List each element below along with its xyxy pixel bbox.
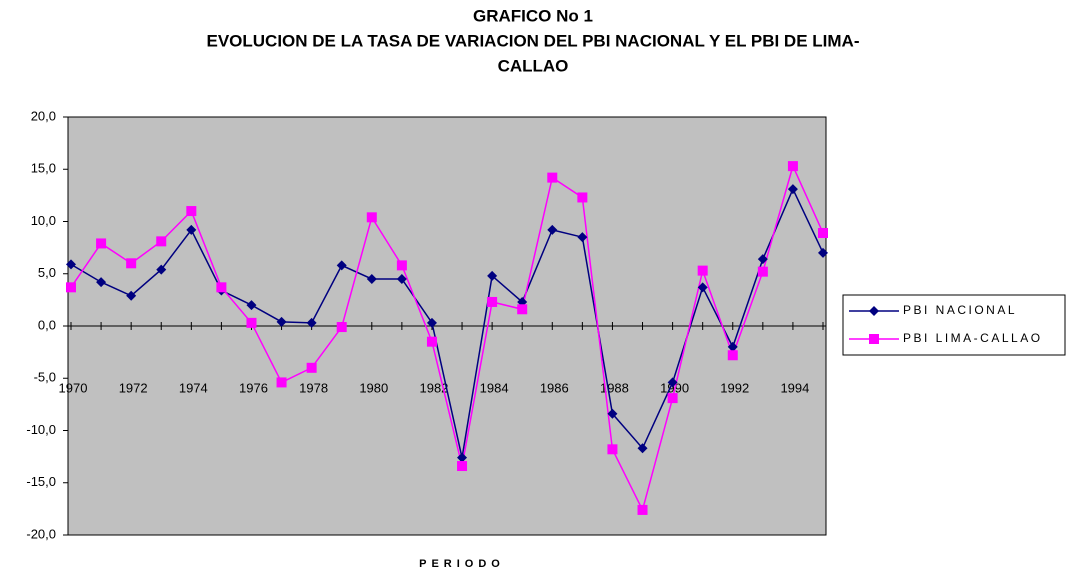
point [276,316,287,327]
y-tick-label: 20,0 [31,108,56,123]
point [66,282,76,293]
point [336,322,347,333]
legend [842,294,1066,356]
x-tick-label: 1980 [359,380,388,395]
x-tick-label: 1986 [540,380,569,395]
point [487,296,498,307]
point [607,408,618,419]
point [667,377,678,388]
x-tick-label: 1982 [419,380,448,395]
point [457,452,468,463]
point [426,317,437,328]
point [156,236,167,247]
point [156,264,167,275]
point [306,362,317,373]
y-tick-label: -5,0 [34,370,56,385]
x-tick-label: 1974 [179,380,208,395]
point [818,247,828,258]
legend-label: PBI LIMA-CALLAO [903,331,1043,345]
x-tick-label: 1992 [720,380,749,395]
point [757,254,768,265]
y-tick-label: 0,0 [38,317,56,332]
point [697,265,708,276]
point [517,304,528,315]
point [336,260,347,271]
x-tick-label: 1994 [780,380,809,395]
point [727,350,738,361]
point [276,377,287,388]
point [818,227,828,238]
series-line [70,163,824,513]
x-tick-label: 1976 [239,380,268,395]
point [547,172,558,183]
point [787,184,798,195]
point [396,273,407,284]
x-tick-label: 1972 [119,380,148,395]
point [96,277,107,288]
point [306,317,317,328]
y-tick-label: -10,0 [26,422,56,437]
point [577,192,588,203]
point [426,336,437,347]
point [727,341,738,352]
legend-symbol [869,334,879,344]
point [366,212,377,223]
y-tick-label: -20,0 [26,526,56,541]
point [66,259,76,270]
legend-symbol [869,306,879,316]
x-tick-label: 1970 [59,380,88,395]
legend-label: PBI NACIONAL [903,303,1017,317]
point [396,260,407,271]
point [697,282,708,293]
x-tick-label: 1984 [480,380,509,395]
y-tick-label: 15,0 [31,161,56,176]
point [186,224,197,235]
point [366,273,377,284]
point [757,266,768,277]
point [186,206,197,217]
x-axis-label: PERIODO [419,558,505,570]
point [667,393,678,404]
point [607,444,618,455]
y-tick-label: -15,0 [26,474,56,489]
point [577,232,588,243]
point [487,270,498,281]
point [216,282,227,293]
point [126,258,137,269]
point [637,504,648,515]
legend-marker [869,306,879,316]
point [246,317,257,328]
y-tick-label: 10,0 [31,213,56,228]
point [126,290,137,301]
y-tick-label: 5,0 [38,265,56,280]
point [637,443,648,454]
series-line [70,187,824,458]
legend-marker [869,334,879,344]
point [96,238,107,249]
x-tick-label: 1978 [299,380,328,395]
point [787,161,798,172]
chart-subtitle: CALLAO [498,56,569,75]
point [547,224,558,235]
chart-subtitle: EVOLUCION DE LA TASA DE VARIACION DEL PB… [207,31,860,50]
chart-title: GRAFICO No 1 [473,6,593,25]
point [246,300,257,311]
point [457,461,468,472]
